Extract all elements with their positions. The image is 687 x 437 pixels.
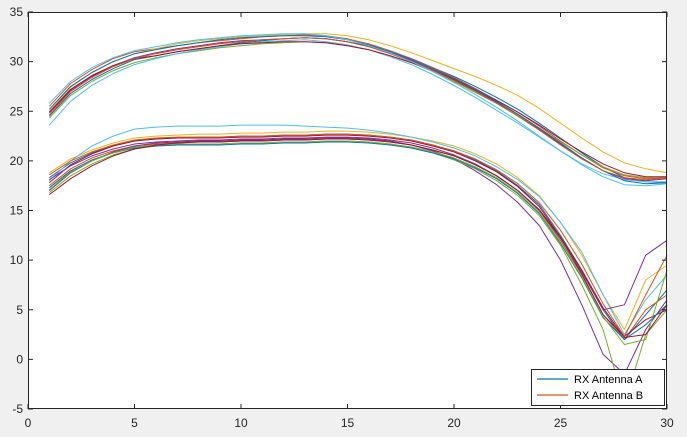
series-line-20 <box>49 136 668 311</box>
series-line-18 <box>48 141 668 340</box>
y-tick-label: -5 <box>12 402 23 416</box>
legend-label-1: RX Antenna A <box>574 374 643 386</box>
series-line-14 <box>48 137 668 375</box>
legend-label-2: RX Antenna B <box>574 390 643 402</box>
series-line-9 <box>48 37 668 181</box>
x-tick-label: 20 <box>447 416 461 430</box>
y-tick-label: 5 <box>16 303 23 317</box>
y-tick-label: 15 <box>10 204 24 218</box>
x-tick-label: 10 <box>234 416 248 430</box>
x-tick-label: 25 <box>554 416 568 430</box>
series-layer <box>48 33 668 405</box>
y-tick-label: 20 <box>10 154 24 168</box>
series-line-3 <box>48 33 668 174</box>
y-tick-label: 35 <box>10 5 24 19</box>
plot-area <box>28 12 667 409</box>
x-tick-label: 30 <box>660 416 674 430</box>
series-line-7 <box>48 41 667 178</box>
y-tick-label: 25 <box>10 104 24 118</box>
series-line-16 <box>48 124 668 336</box>
legend: RX Antenna A RX Antenna B <box>531 369 665 406</box>
series-line-10 <box>48 33 668 187</box>
x-tick-label: 0 <box>25 416 32 430</box>
legend-box <box>531 369 665 406</box>
series-line-19 <box>49 133 668 337</box>
series-line-22 <box>49 138 668 338</box>
y-tick-label: 0 <box>16 352 23 366</box>
x-tick-label: 5 <box>131 416 138 430</box>
y-tick-label: 30 <box>10 55 24 69</box>
x-tick-label: 15 <box>341 416 355 430</box>
y-tick-label: 10 <box>10 253 24 267</box>
